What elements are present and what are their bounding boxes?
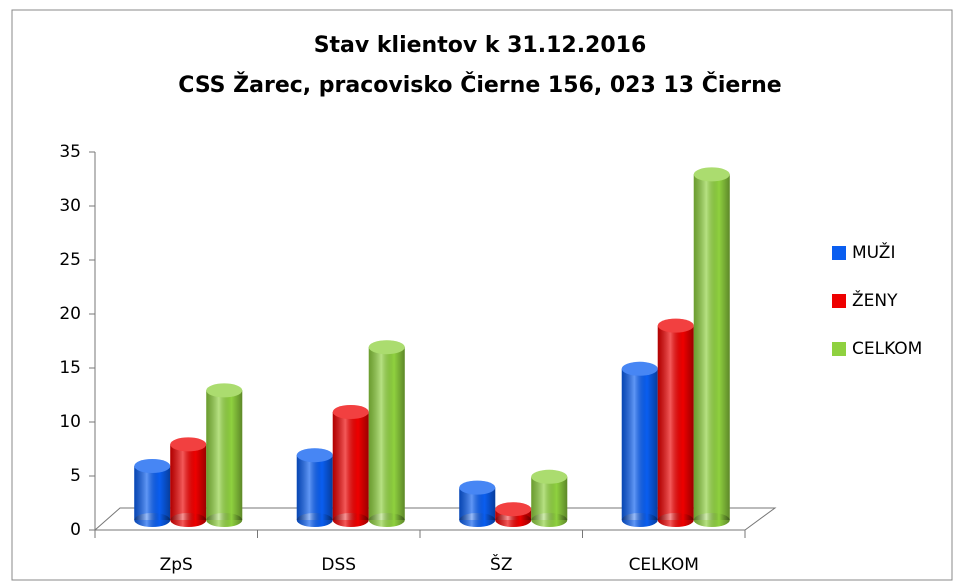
y-tick-label: 30 [59,196,81,216]
bar-top-shine [332,405,369,419]
bar-top-shine [495,502,532,517]
bar-top [170,437,207,452]
bar-top-shine [621,361,658,376]
legend-swatch [832,246,846,260]
bar-shade [531,476,568,520]
y-tick-label: 5 [70,466,81,486]
bar-top [332,405,369,419]
bar [206,383,243,527]
bar [459,480,496,527]
bar [621,361,658,527]
bar [170,437,207,527]
bar-shade [693,174,730,520]
bar-top [531,469,568,484]
bar-top-shine [657,318,694,333]
bar [134,459,171,527]
y-tick-label: 0 [70,520,81,540]
bar [531,469,568,527]
bar-top [495,502,532,517]
bar-shade [170,444,207,520]
bar-top [134,459,171,473]
bar [368,340,405,527]
bar-top [206,383,243,398]
legend-label: ŽENY [852,289,898,311]
bar [296,448,333,527]
bar-top-shine [206,383,243,398]
bar-top-shine [368,340,405,355]
legend-swatch [832,342,846,356]
bar-shade [621,368,658,520]
bar-top-shine [693,167,730,182]
bar [332,405,369,527]
bar-top-shine [531,469,568,484]
chart-subtitle: CSS Žarec, pracovisko Čierne 156, 023 13… [178,72,781,98]
y-tick-label: 35 [59,142,81,162]
x-tick-label: DSS [321,555,356,575]
y-tick-label: 10 [59,412,81,432]
bar-top [621,361,658,376]
x-tick-label: CELKOM [629,555,699,575]
bar-top-shine [170,437,207,452]
floor [93,507,777,531]
x-tick-label: ZpS [160,555,193,575]
bar [693,167,730,527]
legend-label: CELKOM [852,339,922,359]
bar-shade [296,455,333,520]
x-tick-label: ŠZ [490,553,512,575]
y-tick-label: 15 [59,358,81,378]
bar-top [693,167,730,182]
bar-top [459,480,496,495]
bar-top [657,318,694,333]
bar-shade [368,347,405,520]
bar [495,502,532,527]
bar-shade [332,412,369,520]
legend-swatch [832,294,846,308]
bar-shade [657,325,694,520]
bar-top-shine [459,480,496,495]
bar-top [368,340,405,355]
bar-top-shine [134,459,171,473]
bar-shade [134,466,171,520]
chart-border [11,9,953,581]
y-tick-label: 25 [59,250,81,270]
y-tick-label: 20 [59,304,81,324]
bar-top-shine [296,448,333,463]
legend-label: MUŽI [852,241,895,263]
chart-title: Stav klientov k 31.12.2016 [314,33,647,58]
bar-top [296,448,333,463]
bar-shade [206,390,243,520]
bar [657,318,694,527]
